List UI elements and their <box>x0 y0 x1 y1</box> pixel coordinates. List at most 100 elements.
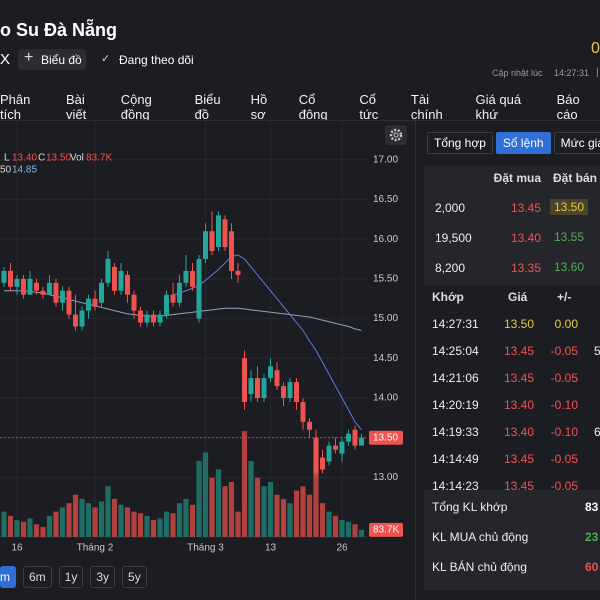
nav-tab[interactable]: Cộng đồng <box>120 92 152 122</box>
trade-time: 14:27:31 <box>432 317 479 331</box>
candle-body <box>92 298 98 307</box>
y-tick-label: 17.00 <box>373 154 398 165</box>
range-button[interactable]: 5y <box>122 566 147 588</box>
x-tick-label: 16 <box>11 543 23 554</box>
summary-row: KL MUA chủ động 23 <box>424 530 600 550</box>
candle-body <box>216 215 221 248</box>
range-button[interactable]: 1y <box>58 566 84 588</box>
candle-body <box>40 290 46 295</box>
book-sell-price: 13.50 <box>550 199 589 215</box>
y-tick-label: 15.50 <box>373 273 398 284</box>
range-button[interactable]: 6m <box>23 566 52 588</box>
price-cropped: 0 <box>591 40 600 57</box>
volume-bar <box>20 521 27 537</box>
candle-body <box>320 457 325 470</box>
settings-button[interactable] <box>385 125 407 145</box>
volume-bar <box>209 477 215 537</box>
nav-tab[interactable]: Hồ sơ <box>250 92 268 122</box>
trade-time: 14:14:49 <box>432 452 479 466</box>
side-tab[interactable]: Sổ lệnh <box>495 132 551 154</box>
nav-tab[interactable]: Cổ tức <box>359 92 379 122</box>
ma-line <box>172 254 362 431</box>
volume-bar <box>33 524 40 537</box>
candle-body <box>326 445 332 462</box>
y-tick-label: 16.50 <box>373 194 398 205</box>
candle-body <box>307 421 312 430</box>
nav-tab[interactable]: Tài chính <box>410 92 443 122</box>
add-chart-button[interactable]: + Biểu đồ <box>18 49 86 70</box>
nav-tab[interactable]: Phân tích <box>0 92 31 122</box>
add-chart-label: Biểu đồ <box>41 53 82 67</box>
summary-label: Tổng KL khớp <box>432 500 508 514</box>
candle-body <box>157 314 163 323</box>
volume-bar <box>248 460 254 537</box>
summary-label: KL MUA chủ động <box>432 530 529 544</box>
candle-body <box>47 282 52 295</box>
volume-bar <box>358 529 365 537</box>
volume-bar <box>352 524 358 537</box>
summary-label: KL BÁN chủ động <box>432 560 527 574</box>
legend-ma-value: 14.85 <box>12 165 37 176</box>
side-tab[interactable]: Mức giá <box>553 132 600 154</box>
range-button[interactable]: m <box>0 566 16 588</box>
candle-body <box>313 437 319 474</box>
order-book <box>424 165 600 285</box>
book-row: 8,200 13.35 13.60 <box>424 260 600 281</box>
candle-body <box>34 282 39 291</box>
book-sell-price: 13.55 <box>554 230 585 244</box>
candle-body <box>359 437 364 446</box>
volume-bar <box>131 511 137 537</box>
ticker: X <box>0 51 11 68</box>
trade-time: 14:20:19 <box>432 398 479 412</box>
volume-bar <box>293 490 300 537</box>
volume-bar <box>300 486 306 537</box>
nav-tab[interactable]: Báo cáo <box>556 92 580 122</box>
nav-bar: Phân tích Bài viết Cộng đồng Biểu đồ Hồ sơ Cổ… <box>0 92 600 122</box>
candle-body <box>274 370 280 387</box>
book-buy-price: 13.40 <box>510 231 541 245</box>
candle-body <box>281 386 286 398</box>
volume-bar <box>7 515 14 537</box>
legend-ma-name: 50 <box>0 165 12 176</box>
trade-price: 13.45 <box>504 479 535 493</box>
volume-bar <box>111 498 118 537</box>
volume-bar <box>306 494 313 537</box>
y-tick-label: 14.00 <box>373 393 398 404</box>
volume-bar <box>14 520 20 537</box>
nav-tab[interactable]: Bài viết <box>65 92 87 122</box>
side-tabs: Tổng hợp Sổ lệnh Mức giá <box>427 132 600 154</box>
volume-bar <box>157 518 163 537</box>
legend: L 13.40 C 13.50 Vol 83.7K 50 14.85 <box>0 153 112 176</box>
book-sell-price: 13.60 <box>554 260 585 274</box>
volume-bar <box>280 498 287 537</box>
candle-body <box>268 366 273 379</box>
book-qty: 19,500 <box>435 231 472 245</box>
candle-body <box>339 441 345 454</box>
nav-tab[interactable]: Biểu đồ <box>194 92 221 122</box>
summary-body: Tổng KL khớp 83 KL MUA chủ động 23 KL BÁN ch… <box>424 490 600 590</box>
candle-body <box>144 314 150 323</box>
candle-body <box>131 294 137 311</box>
candle-body <box>105 259 111 283</box>
candle-body <box>8 270 13 287</box>
range-button[interactable]: 3y <box>90 566 116 588</box>
check-icon: ✓ <box>101 53 111 65</box>
y-tick-label: 15.00 <box>373 313 398 324</box>
candle-body <box>164 294 169 315</box>
trade-row: 14:14:49 13.45 -0.05 <box>424 452 600 472</box>
volume-bar <box>163 511 170 537</box>
volume-bar <box>339 520 345 537</box>
candle-body <box>66 290 72 315</box>
side-tab[interactable]: Tổng hợp <box>427 132 493 154</box>
legend-vol-label: Vol <box>70 153 84 164</box>
volume-bar <box>332 515 339 537</box>
nav-tab[interactable]: Giá quá khứ <box>475 92 522 122</box>
y-tick-label: 13.00 <box>373 472 398 483</box>
candle-body <box>112 266 117 291</box>
nav-tab[interactable]: Cổ đông <box>298 92 328 122</box>
x-tick-label: Tháng 3 <box>187 543 224 554</box>
trade-change: -0.05 <box>550 371 578 385</box>
trade-row: 14:19:33 13.40 -0.10 6 <box>424 425 600 445</box>
candle-body <box>203 231 208 259</box>
plus-icon: + <box>24 49 34 66</box>
